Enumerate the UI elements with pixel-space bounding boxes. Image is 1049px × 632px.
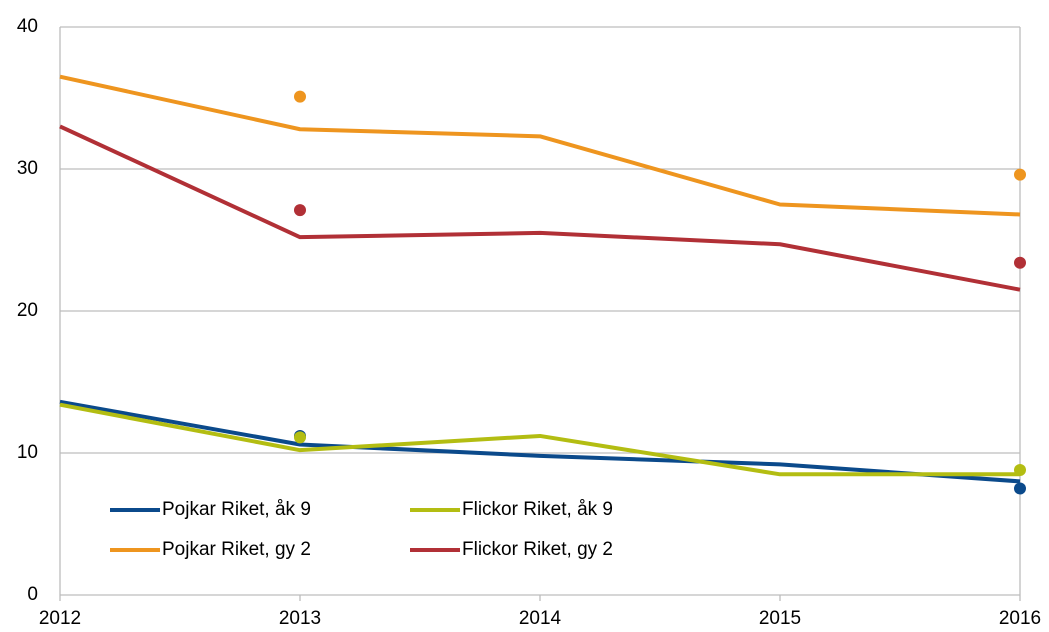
marker [1014, 256, 1026, 269]
line [59, 399, 1021, 484]
line [59, 124, 1021, 292]
legend-label: Flickor Riket, gy 2 [462, 539, 613, 560]
y-tick-label: 0 [27, 584, 38, 605]
marker [1014, 168, 1026, 181]
marker [294, 431, 306, 444]
x-tick-label: 2012 [39, 608, 81, 629]
legend-label: Pojkar Riket, gy 2 [162, 539, 311, 560]
marker [1014, 464, 1026, 477]
y-tick-label: 10 [17, 442, 38, 463]
y-tick-label: 20 [17, 300, 38, 321]
x-tick-label: 2015 [759, 608, 801, 629]
marker [1014, 482, 1026, 495]
legend-label: Pojkar Riket, åk 9 [162, 499, 311, 520]
y-tick-label: 30 [17, 158, 38, 179]
x-tick-label: 2014 [519, 608, 562, 629]
x-tick-label: 2013 [279, 608, 321, 629]
marker [294, 204, 306, 217]
marker [294, 90, 306, 103]
legend-label: Flickor Riket, åk 9 [462, 499, 613, 520]
x-tick-label: 2016 [999, 608, 1041, 629]
y-tick-label: 40 [17, 16, 38, 37]
line [59, 74, 1021, 217]
line [59, 402, 1020, 477]
